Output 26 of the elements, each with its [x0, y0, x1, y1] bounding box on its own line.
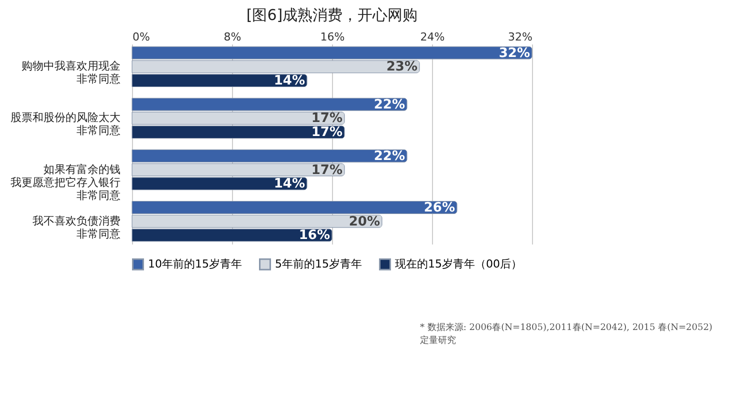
y-tick-label: 购物中我喜欢用现金非常同意	[22, 60, 120, 86]
data-label: 14%	[274, 74, 305, 89]
data-label: 22%	[374, 97, 405, 112]
data-label: 16%	[298, 228, 330, 244]
data-label: 22%	[374, 148, 405, 164]
x-tick-label: 24%	[420, 30, 445, 44]
chart-title: [图6]成熟消费，开心网购	[246, 6, 418, 24]
data-label: 17%	[311, 125, 342, 140]
data-label: 17%	[311, 111, 342, 126]
text: * 数据来源: 2006春(N=1805),2011春(N=2042), 2015 春(N=2052) 定量研究	[420, 322, 714, 348]
data-label: 26%	[424, 200, 455, 216]
y-tick-label: 我不喜欢负债消费非常同意	[32, 214, 120, 240]
x-tick-label: 32%	[508, 30, 532, 44]
data-label: 17%	[311, 162, 342, 178]
data-label: 14%	[274, 176, 305, 192]
data-label: 20%	[348, 214, 380, 230]
x-tick-label: 8%	[224, 30, 242, 44]
x-tick-label: 16%	[320, 30, 345, 44]
x-tick-label: 0%	[132, 30, 150, 44]
data-label: 32%	[498, 46, 530, 61]
legend-label: 5年前的15岁青年	[275, 257, 362, 270]
y-tick-label: 股票和股份的风险太大非常同意	[10, 111, 120, 138]
legend-label: 10年前的15岁青年	[148, 257, 242, 270]
y-tick-label: 如果有富余的钱我更愿意把它存入银行非常同意	[10, 162, 120, 202]
data-label: 23%	[386, 60, 418, 75]
legend-label: 现在的15岁青年（00后）	[395, 257, 522, 270]
